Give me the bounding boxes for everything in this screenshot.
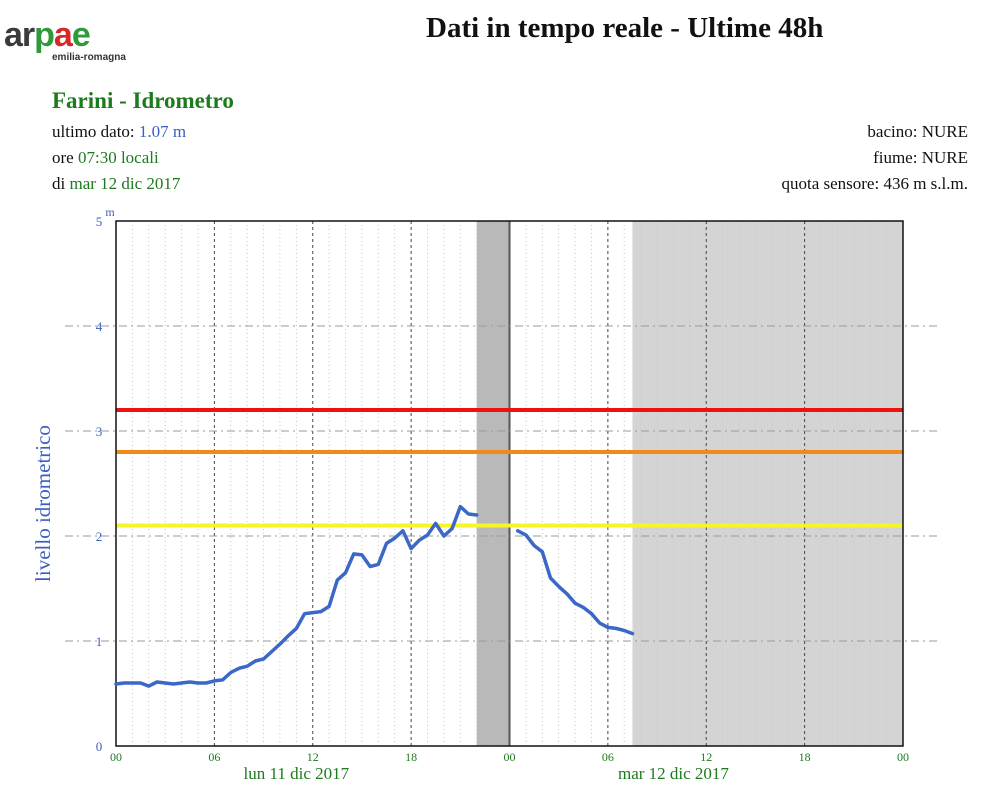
y-axis-title: livello idrometrico (31, 425, 55, 582)
river-row: fiume: NURE (873, 148, 968, 167)
quota-row: quota sensore: 436 m s.l.m. (781, 174, 968, 193)
last-value-row: ultimo dato: 1.07 m (52, 122, 187, 141)
day-label-1: lun 11 dic 2017 (244, 764, 350, 783)
water-level-series-1 (114, 504, 479, 688)
date-row: di mar 12 dic 2017 (52, 174, 181, 193)
y-tick-label: 1 (96, 634, 103, 649)
y-unit-label: m (105, 205, 115, 219)
station-info-right: bacino: NURE fiume: NURE quota sensore: … (781, 119, 968, 197)
station-title: Farini - Idrometro (52, 88, 234, 113)
future-shade (632, 221, 903, 746)
x-tick-label: 06 (208, 750, 220, 764)
day-label-2: mar 12 dic 2017 (618, 764, 729, 783)
page-title: Dati in tempo reale - Ultime 48h (426, 12, 824, 44)
x-tick-label: 12 (307, 750, 319, 764)
basin-row: bacino: NURE (867, 122, 968, 141)
x-tick-label: 18 (405, 750, 417, 764)
station-info-left: ultimo dato: 1.07 m ore 07:30 locali di … (52, 119, 186, 197)
date-value: mar 12 dic 2017 (69, 174, 181, 193)
time-value: 07:30 locali (77, 148, 159, 167)
y-tick-label: 5 (96, 214, 103, 229)
river-value: NURE (921, 148, 968, 167)
y-tick-label: 2 (96, 529, 103, 544)
x-tick-label: 06 (602, 750, 614, 764)
y-tick-label: 0 (96, 739, 103, 754)
x-tick-label: 18 (799, 750, 811, 764)
x-tick-label: 00 (897, 750, 909, 764)
last-value: 1.07 m (138, 122, 187, 141)
y-tick-label: 4 (96, 319, 103, 334)
basin-value: NURE (921, 122, 968, 141)
logo-subtext: emilia-romagna (52, 52, 126, 63)
logo-wordmark: arpae (4, 16, 91, 54)
time-row: ore 07:30 locali (52, 148, 159, 167)
arpae-logo: arpae emilia-romagna (4, 8, 154, 64)
x-tick-label: 00 (504, 750, 516, 764)
quota-value: 436 m s.l.m. (883, 174, 968, 193)
x-tick-label: 12 (700, 750, 712, 764)
y-tick-label: 3 (96, 424, 103, 439)
data-gap-band (476, 221, 510, 746)
water-level-series-2 (515, 529, 635, 636)
plot-frame (115, 220, 904, 747)
x-tick-label: 00 (110, 750, 122, 764)
